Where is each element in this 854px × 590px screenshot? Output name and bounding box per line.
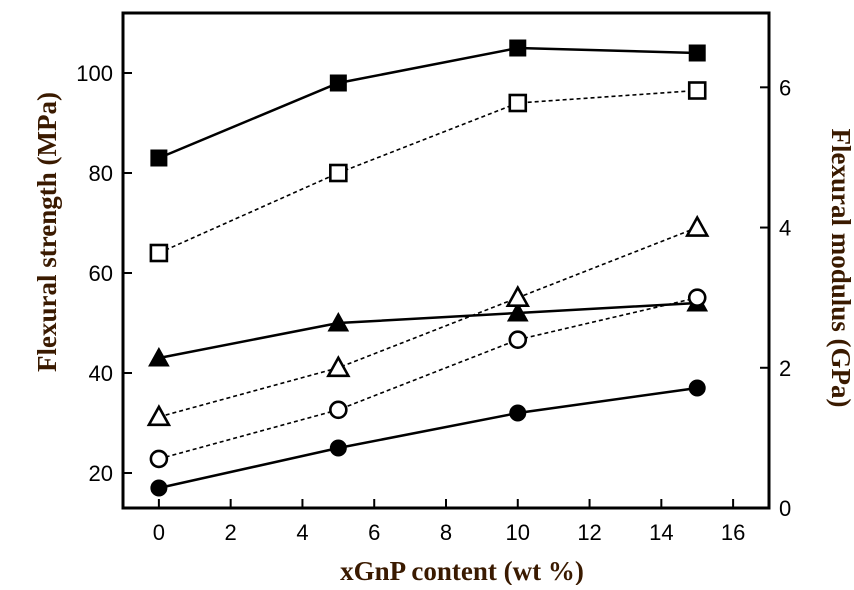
y-right-tick-label: 2 xyxy=(779,356,791,381)
x-tick-label: 16 xyxy=(721,520,745,545)
y-left-tick-label: 80 xyxy=(89,161,113,186)
x-tick-label: 8 xyxy=(440,520,452,545)
y-axis-right-title: Flexural modulus (GPa) xyxy=(826,128,854,407)
series-3-point xyxy=(685,214,710,237)
series-0-point xyxy=(509,39,527,57)
y-left-tick-label: 100 xyxy=(76,61,113,86)
x-tick-label: 10 xyxy=(506,520,530,545)
series-2-line xyxy=(158,301,698,360)
series-3-point xyxy=(505,284,530,307)
series-2-point xyxy=(506,301,529,322)
series-5-point xyxy=(329,439,347,457)
series-lines xyxy=(158,46,698,490)
series-4-point xyxy=(508,330,528,350)
x-tick-label: 2 xyxy=(225,520,237,545)
series-1-point xyxy=(508,93,528,113)
series-5-point xyxy=(509,404,527,422)
series-3-point xyxy=(146,404,172,427)
x-axis-title: xGnP content (wt %) xyxy=(340,556,584,585)
series-1-point xyxy=(687,81,707,100)
series-2-point xyxy=(327,311,350,332)
y-axis-left-title: Flexural strength (MPa) xyxy=(32,92,62,372)
series-4-point xyxy=(149,449,169,469)
y-right-tick-label: 6 xyxy=(779,75,791,100)
series-1-line xyxy=(158,89,698,254)
series-3-point xyxy=(326,355,351,378)
x-tick-label: 14 xyxy=(649,520,673,545)
series-2-point xyxy=(148,346,170,367)
x-tick-label: 6 xyxy=(368,520,380,545)
series-0-point xyxy=(150,149,168,167)
x-tick-label: 12 xyxy=(577,520,601,545)
series-4-point xyxy=(687,288,707,307)
series-3-line xyxy=(158,226,698,418)
y-left-tick-label: 20 xyxy=(89,461,113,486)
series-5-point xyxy=(688,379,706,397)
series-4-line xyxy=(158,296,698,460)
y-left-tick-label: 60 xyxy=(89,261,113,286)
y-right-tick-label: 4 xyxy=(779,216,791,241)
x-tick-label: 4 xyxy=(296,520,308,545)
series-0-line xyxy=(158,46,698,160)
series-0-point xyxy=(329,74,347,92)
series-4-point xyxy=(329,400,348,420)
y-left-tick-label: 40 xyxy=(89,361,113,386)
series-5-point xyxy=(150,479,168,497)
series-0-point xyxy=(688,44,706,62)
series-1-point xyxy=(149,243,169,263)
y-right-tick-label: 0 xyxy=(779,496,791,521)
series-5-line xyxy=(158,386,698,490)
ticks-layer: 0 2 4 6 8 10 12 14 16 20 40 60 80 100 0 2 4 6 xyxy=(76,61,791,545)
series-1-point xyxy=(329,163,348,183)
series-markers xyxy=(146,39,710,497)
plot-frame xyxy=(121,11,771,510)
x-tick-label: 0 xyxy=(153,520,165,545)
